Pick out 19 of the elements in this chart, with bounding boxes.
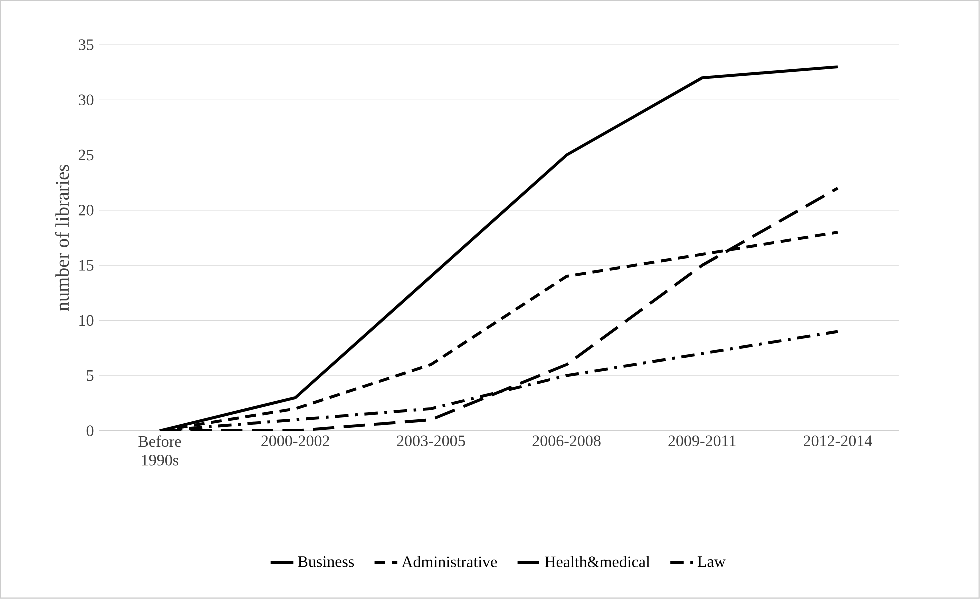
y-axis-title: number of libraries bbox=[55, 165, 70, 312]
y-tick-label: 10 bbox=[80, 315, 94, 326]
y-tick-label: 30 bbox=[79, 94, 94, 106]
y-tick-label: 25 bbox=[78, 150, 94, 161]
x-tick-label: 2003-2005 bbox=[397, 436, 466, 446]
x-tick-label: 2000-2002 bbox=[262, 436, 330, 446]
y-tick-label: 5 bbox=[87, 370, 94, 382]
x-tick-label: 2012-2014 bbox=[804, 436, 872, 446]
y-tick-label: 20 bbox=[78, 205, 94, 216]
x-tick-label: Before 1990s bbox=[138, 436, 182, 466]
legend-label: Administrative bbox=[402, 556, 498, 568]
y-tick-label: 15 bbox=[80, 260, 94, 271]
legend-label: Law bbox=[698, 556, 726, 568]
legend-label: Business bbox=[298, 556, 354, 568]
y-tick-label: 0 bbox=[86, 426, 94, 436]
x-tick-label: 2009-2011 bbox=[668, 436, 736, 446]
y-tick-label: 35 bbox=[79, 40, 94, 50]
legend-label: Health&medical bbox=[545, 556, 650, 568]
x-tick-label: 2006-2008 bbox=[532, 436, 601, 446]
